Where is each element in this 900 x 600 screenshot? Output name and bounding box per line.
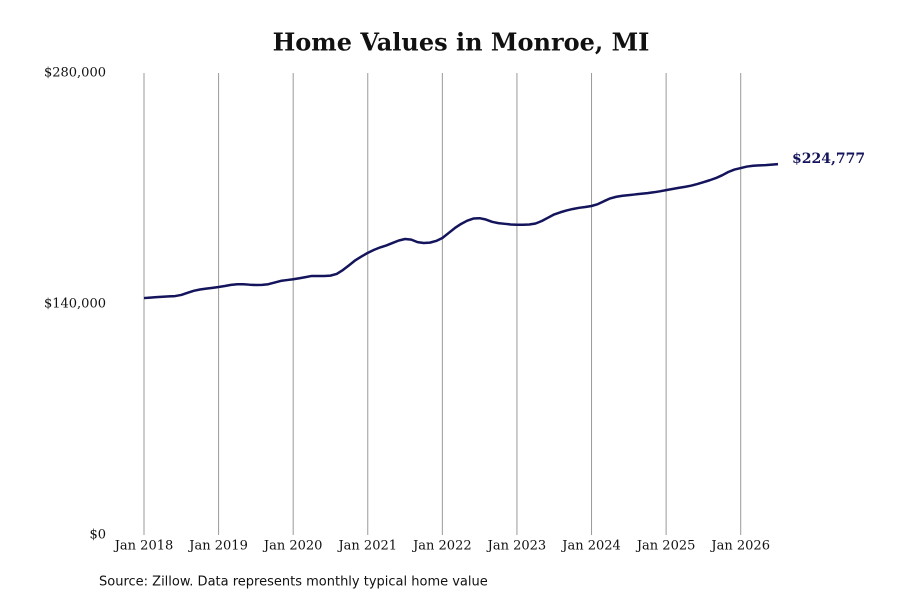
series-line [143, 162, 779, 300]
source-note: Source: Zillow. Data represents monthly … [99, 575, 488, 590]
y-tick-label: $0 [89, 528, 106, 543]
x-tick-label: Jan 2022 [411, 539, 472, 554]
x-tick-label: Jan 2026 [709, 539, 770, 554]
chart-title: Home Values in Monroe, MI [273, 28, 650, 57]
end-value-label: $224,777 [792, 151, 865, 167]
y-tick-label: $280,000 [44, 66, 106, 81]
x-tick-label: Jan 2018 [113, 539, 174, 554]
y-tick-label: $140,000 [44, 297, 106, 312]
x-tick-label: Jan 2020 [262, 539, 323, 554]
x-tick-label: Jan 2023 [486, 539, 547, 554]
x-tick-label: Jan 2025 [635, 539, 696, 554]
x-tick-label: Jan 2021 [336, 539, 397, 554]
x-tick-label: Jan 2019 [187, 539, 248, 554]
x-tick-label: Jan 2024 [560, 539, 621, 554]
